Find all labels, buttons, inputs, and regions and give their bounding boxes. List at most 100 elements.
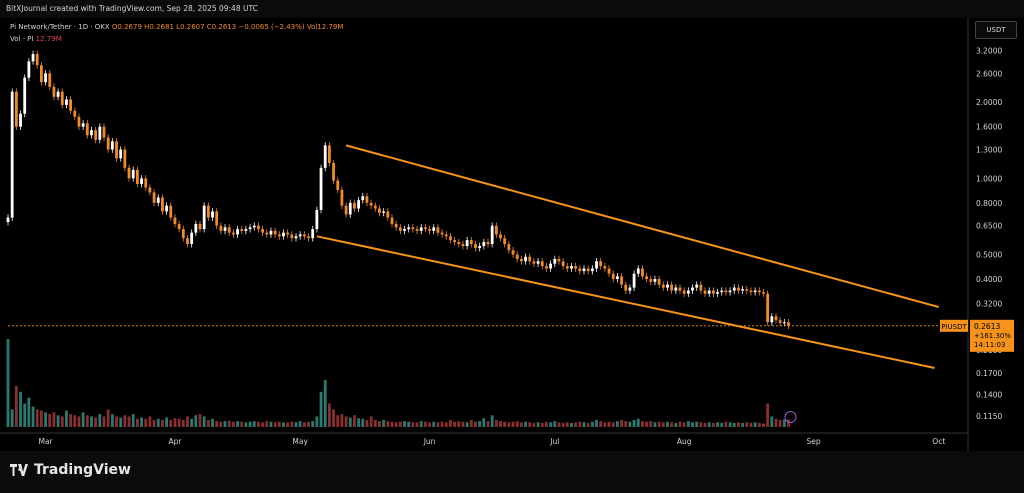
volume-bar <box>94 417 98 427</box>
candle-body <box>620 276 623 285</box>
volume-bar <box>444 422 448 427</box>
candle-body <box>56 91 60 97</box>
candle-body <box>499 234 502 239</box>
candle-body <box>703 290 707 294</box>
candle-body <box>361 196 365 201</box>
volume-bar <box>670 422 674 427</box>
volume-bar <box>545 421 548 427</box>
volume-bar <box>699 422 703 427</box>
volume-bar <box>332 409 335 427</box>
candle-body <box>211 211 214 218</box>
candle-body <box>674 287 678 291</box>
symbol-tag-label: PIUSDT <box>941 323 967 331</box>
x-tick-label: Oct <box>932 437 945 446</box>
candle-body <box>686 290 690 294</box>
chart-panel[interactable]: 3.2000 2.6000 2.0000 1.6000 1.3000 1.0000 0.80… <box>0 18 1024 451</box>
volume-bar <box>511 421 515 427</box>
volume-bar <box>219 421 223 427</box>
candle-body <box>632 273 636 288</box>
candle-body <box>353 202 356 209</box>
candle-body <box>223 227 227 231</box>
volume-bar <box>603 422 607 427</box>
x-tick-label: Aug <box>677 437 692 446</box>
candle-body <box>716 292 719 294</box>
candle-body <box>428 229 431 231</box>
volume-bar <box>85 415 89 427</box>
volume-bar <box>724 421 728 427</box>
volume-bar <box>27 397 31 427</box>
volume-legend: Vol · PI 12.79M <box>10 35 62 43</box>
volume-bar <box>44 412 47 427</box>
candle-body <box>720 290 724 293</box>
candle-body <box>165 205 169 212</box>
candle-body <box>257 225 260 230</box>
volume-bar <box>98 414 102 427</box>
volume-label[interactable]: Vol · PI <box>10 35 34 43</box>
candle-body <box>119 149 123 159</box>
candle-body <box>227 227 231 233</box>
volume-bar <box>69 414 73 427</box>
tradingview-brand[interactable]: TradingView <box>10 462 131 478</box>
volume-bar <box>173 418 177 427</box>
candle-body <box>528 256 532 262</box>
candle-body <box>323 145 327 168</box>
candle-body <box>369 202 373 206</box>
candle-body <box>131 169 135 179</box>
candle-body <box>398 227 402 231</box>
volume-bar <box>119 417 123 427</box>
candle-body <box>240 229 244 231</box>
volume-bar <box>156 418 160 427</box>
candle-body <box>302 234 306 237</box>
symbol-name[interactable]: Pi Network/Tether · 1D · OKX <box>10 23 110 31</box>
y-tick-label: 0.4000 <box>976 275 1002 284</box>
candle-body <box>666 284 669 288</box>
candle-body <box>532 261 536 264</box>
y-tick-label: 1.3000 <box>976 146 1002 155</box>
currency-button[interactable]: USDT <box>975 21 1017 39</box>
candle-body <box>436 227 440 233</box>
price-badge <box>970 319 1014 352</box>
candle-body <box>599 261 603 267</box>
volume-bar <box>386 421 390 427</box>
candle-body <box>515 254 519 259</box>
candle-body <box>540 261 544 267</box>
volume-bar <box>666 421 669 427</box>
volume-bar <box>661 422 665 427</box>
volume-bar <box>703 422 707 427</box>
candle-body <box>319 167 323 210</box>
volume-bar <box>102 416 106 427</box>
volume-bar <box>353 415 356 427</box>
candle-body <box>645 276 649 280</box>
candle-body <box>782 322 786 324</box>
candle-body <box>682 290 686 294</box>
candle-body <box>595 261 598 269</box>
volume-bar <box>348 417 352 427</box>
candle-body <box>48 73 52 87</box>
lightning-icon <box>784 411 797 423</box>
candle-body <box>661 284 665 288</box>
candle-body <box>90 130 93 136</box>
candle-body <box>190 232 194 245</box>
candle-body <box>553 258 557 264</box>
volume-bar <box>110 414 114 427</box>
candle-body <box>31 54 35 62</box>
price-chart[interactable]: 3.2000 2.6000 2.0000 1.6000 1.3000 1.0000 0.80… <box>0 18 1024 451</box>
candle-body <box>670 284 674 291</box>
candle-body <box>586 268 590 272</box>
candle-body <box>282 232 285 237</box>
volume-bar <box>294 422 298 427</box>
candle-body <box>607 268 611 274</box>
price-badge-price: 0.2613 <box>974 322 1000 331</box>
y-tick-label: 2.0000 <box>976 98 1002 107</box>
candle-body <box>81 123 85 127</box>
volume-bar <box>277 421 281 427</box>
candle-body <box>365 196 369 203</box>
y-tick-label: 0.1400 <box>976 390 1002 399</box>
volume-bar <box>762 423 765 427</box>
volume-bar <box>553 421 557 427</box>
candle-body <box>699 284 703 291</box>
candle-body <box>269 230 273 235</box>
volume-bar <box>202 416 206 427</box>
volume-bar <box>653 422 657 427</box>
volume-bar <box>757 422 761 427</box>
